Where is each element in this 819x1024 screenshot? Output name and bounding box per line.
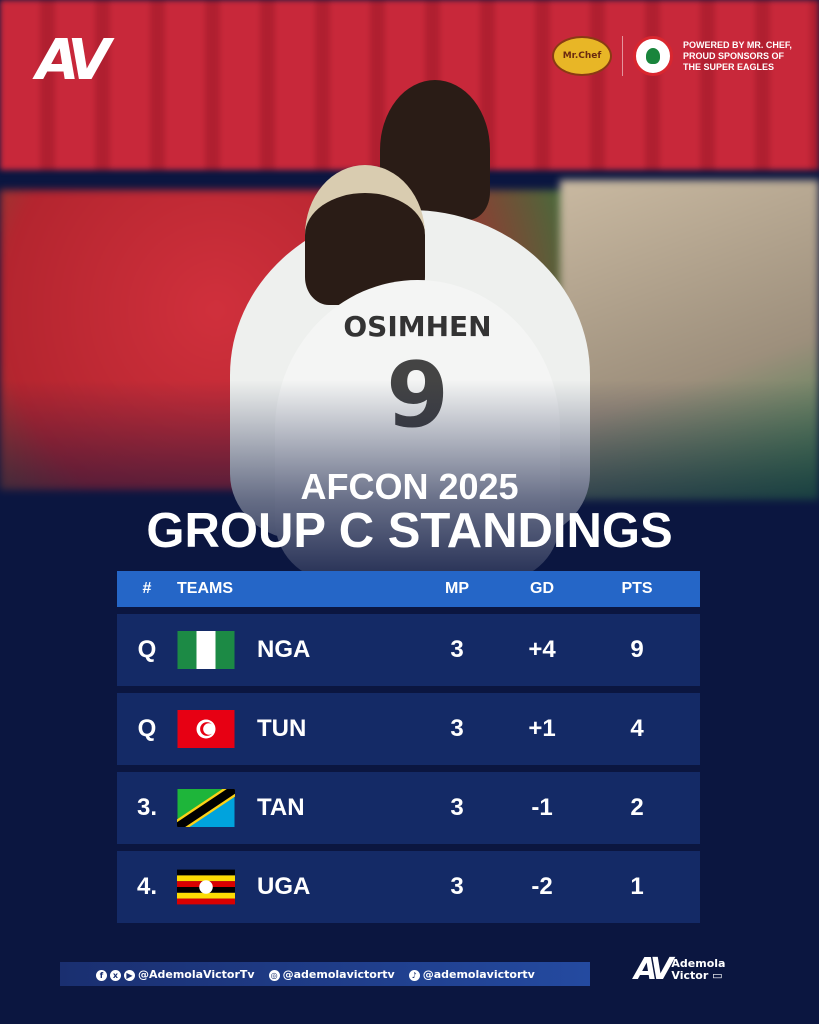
team-name: TAN (257, 794, 305, 821)
tv-icon: ▭ (712, 968, 723, 982)
matches-played: 3 (450, 794, 464, 821)
av-logo: AV (36, 28, 111, 93)
brand-logo: AV Ademola Victor ▭ (634, 952, 725, 987)
social-footer: f x ▶ @AdemolaVictorTv ◎ @ademolavictortv ♪ @… (60, 962, 590, 986)
goal-difference: +1 (528, 715, 556, 742)
youtube-icon: ▶ (124, 969, 135, 981)
table-row: Q NGA 3 +4 9 (117, 614, 700, 686)
header-pos: # (142, 580, 152, 597)
instagram-icon: ◎ (268, 969, 280, 981)
social-handle-multi[interactable]: f x ▶ @AdemolaVictorTv (96, 968, 255, 981)
handle-text: @ademolavictortv (282, 967, 395, 981)
matches-played: 3 (450, 715, 464, 742)
position: 4. (136, 873, 157, 900)
position: Q (137, 715, 157, 742)
tanzania-flag-icon (177, 789, 235, 827)
nff-logo (633, 36, 673, 76)
team-name: TUN (257, 715, 307, 742)
sponsor-block: Mr.Chef POWERED BY MR. CHEF, PROUD SPONS… (552, 36, 793, 76)
table-row: Q TUN 3 +1 4 (117, 693, 700, 765)
nigeria-flag-icon (177, 631, 235, 669)
title-line1: AFCON 2025 (300, 466, 519, 507)
position: 3. (136, 794, 157, 821)
social-handle-instagram[interactable]: ◎ @ademolavictortv (268, 967, 395, 981)
matches-played: 3 (450, 873, 464, 900)
handle-text: @AdemolaVictorTv (138, 967, 255, 981)
jersey-name: OSIMHEN (343, 310, 492, 343)
header-team: TEAMS (177, 580, 233, 597)
brand-name-1: Ademola (671, 956, 726, 970)
table-header: # TEAMS MP GD PTS (117, 571, 700, 607)
points: 2 (630, 794, 644, 821)
goal-difference: -1 (531, 794, 553, 821)
header-pts: PTS (621, 580, 653, 597)
standings-table: # TEAMS MP GD PTS Q NGA 3 +4 9 Q TUN 3 +… (117, 571, 700, 923)
mr-chef-logo: Mr.Chef (552, 36, 612, 76)
goal-difference: -2 (531, 873, 553, 900)
header-mp: MP (445, 580, 469, 597)
team-name: UGA (257, 873, 311, 900)
points: 4 (630, 715, 644, 742)
sponsor-text: POWERED BY MR. CHEF, PROUD SPONSORS OF T… (683, 39, 792, 72)
tiktok-icon: ♪ (408, 969, 420, 981)
table-row: 4. UGA 3 -2 1 (117, 851, 700, 923)
divider (622, 36, 623, 76)
brand-name-2: Victor (671, 968, 709, 982)
uganda-flag-icon (177, 869, 235, 905)
av-mark: AV (634, 952, 673, 987)
goal-difference: +4 (528, 636, 556, 663)
page-title: GROUP C STANDINGS (146, 504, 673, 558)
team-name: NGA (257, 636, 311, 663)
header-gd: GD (530, 580, 554, 597)
facebook-icon: f (96, 969, 107, 981)
x-icon: x (110, 969, 121, 981)
handle-text: @ademolavictortv (422, 967, 535, 981)
points: 9 (630, 636, 644, 663)
table-row: 3. TAN 3 -1 2 (117, 772, 700, 844)
matches-played: 3 (450, 636, 464, 663)
position: Q (137, 636, 157, 663)
points: 1 (630, 873, 644, 900)
tunisia-flag-icon (177, 710, 235, 748)
social-handle-tiktok[interactable]: ♪ @ademolavictortv (408, 967, 535, 981)
